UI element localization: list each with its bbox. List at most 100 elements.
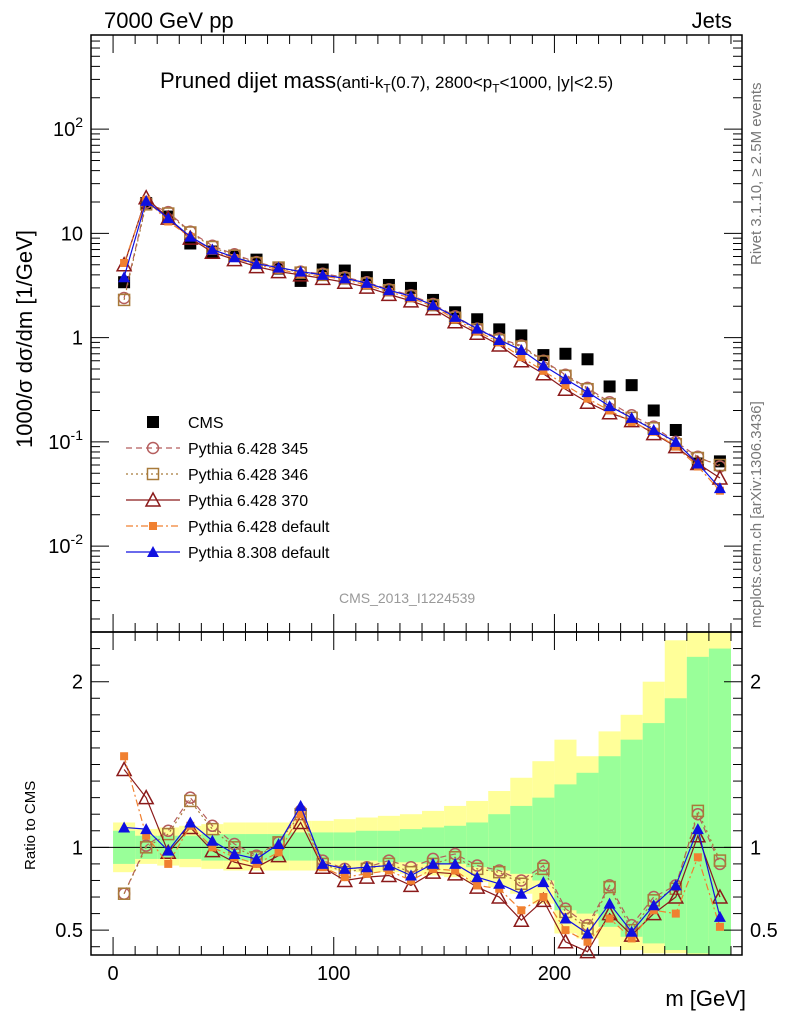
data-point-cms xyxy=(603,380,616,393)
data-point-pythia-8-308-default xyxy=(404,869,417,881)
data-point-pythia-8-308-default xyxy=(559,373,572,385)
legend-label-pythia-8-308-default: Pythia 8.308 default xyxy=(188,545,330,562)
data-point-pythia-8-308-default xyxy=(625,411,638,423)
data-point-pythia-8-308-default xyxy=(625,925,638,937)
legend-label-pythia-6-428-370: Pythia 6.428 370 xyxy=(188,493,308,510)
data-point-pythia-8-308-default xyxy=(713,910,726,922)
data-point-pythia-8-308-default xyxy=(118,271,131,283)
data-point-pythia-8-308-default xyxy=(581,386,594,398)
data-point-pythia-8-308-default xyxy=(184,816,197,828)
tick-labels: 10-2 10-1 1 10 102 0 100 200 0.5 0.5 1 1 2 2 xyxy=(48,114,778,985)
ratio-y-axis-label: Ratio to CMS xyxy=(22,780,39,870)
data-point-pythia-8-308-default xyxy=(382,284,395,296)
data-point-pythia-6-428-346 xyxy=(206,822,219,836)
legend-marker-pythia-6-428-345 xyxy=(146,441,160,455)
series-line-pythia-6-428-345 xyxy=(123,201,721,468)
data-point-pythia-6-428-default xyxy=(627,934,636,943)
data-point-pythia-8-308-default xyxy=(228,251,241,263)
analysis-id: CMS_2013_I1224539 xyxy=(339,590,476,606)
legend-label-pythia-6-428-default: Pythia 6.428 default xyxy=(188,519,330,536)
data-point-pythia-6-428-370 xyxy=(513,911,530,927)
data-point-pythia-8-308-default xyxy=(603,400,616,412)
data-point-pythia-8-308-default xyxy=(184,230,197,242)
data-point-pythia-6-428-default xyxy=(561,926,570,935)
data-point-pythia-6-428-default xyxy=(340,873,349,882)
data-point-pythia-6-428-370 xyxy=(380,866,398,883)
inner-band-bin xyxy=(532,797,555,881)
data-point-pythia-6-428-370 xyxy=(137,789,155,805)
data-point-pythia-8-308-default xyxy=(691,457,704,469)
ratio-uncertainty-bands xyxy=(113,632,731,955)
x-tick-label: 200 xyxy=(538,963,571,985)
main-y-tick-label: 10-1 xyxy=(48,427,83,454)
x-tick-label: 0 xyxy=(108,963,119,985)
x-axis-label: m [GeV] xyxy=(665,986,746,1011)
data-point-pythia-6-428-default xyxy=(671,909,680,918)
ratio-y-tick-label-right: 0.5 xyxy=(750,920,778,942)
side-text-mcplots: mcplots.cern.ch [arXiv:1306.3436] xyxy=(748,401,765,628)
data-point-pythia-6-428-346 xyxy=(493,865,506,879)
data-point-pythia-6-428-default xyxy=(517,353,526,362)
data-point-pythia-6-428-default xyxy=(693,853,702,862)
legend-label-pythia-6-428-345: Pythia 6.428 345 xyxy=(188,441,308,458)
data-point-pythia-8-308-default xyxy=(206,834,219,846)
data-point-pythia-6-428-346 xyxy=(713,854,727,867)
data-point-pythia-6-428-370 xyxy=(667,888,685,904)
inner-band-bin xyxy=(466,822,489,868)
data-point-pythia-6-428-default xyxy=(164,859,173,868)
main-y-axis-label: 1000/σ dσ/dm [1/GeV] xyxy=(12,230,37,448)
data-point-cms xyxy=(581,353,594,366)
data-point-pythia-6-428-default xyxy=(583,937,592,946)
data-point-pythia-8-308-default xyxy=(427,299,440,311)
data-point-pythia-8-308-default xyxy=(206,243,219,255)
data-point-pythia-6-428-346 xyxy=(184,794,197,808)
data-point-pythia-8-308-default xyxy=(449,310,462,322)
inner-band-bin xyxy=(355,830,378,861)
inner-band-bin xyxy=(333,832,356,861)
data-point-pythia-6-428-346 xyxy=(117,887,131,900)
data-point-pythia-8-308-default xyxy=(404,290,417,302)
data-point-pythia-6-428-default xyxy=(208,843,217,852)
data-point-pythia-6-428-346 xyxy=(537,862,550,876)
data-point-pythia-6-428-default xyxy=(451,866,460,875)
ratio-y-tick-label: 1 xyxy=(72,837,83,859)
data-point-pythia-6-428-346 xyxy=(117,293,131,307)
inner-band-bin xyxy=(422,827,445,864)
data-point-pythia-8-308-default xyxy=(647,899,660,911)
series-line-pythia-6-428-default xyxy=(123,198,721,492)
data-point-pythia-8-308-default xyxy=(603,897,616,909)
data-point-cms xyxy=(493,323,506,336)
main-series-layer xyxy=(115,189,729,495)
main-y-tick-label: 10 xyxy=(61,223,83,245)
data-point-pythia-8-308-default xyxy=(559,912,572,924)
data-point-cms xyxy=(559,347,572,360)
category-label: Jets xyxy=(691,8,732,33)
data-point-pythia-6-428-370 xyxy=(579,943,596,959)
main-y-tick-label: 10-2 xyxy=(48,531,83,558)
data-point-pythia-6-428-default xyxy=(583,394,592,403)
data-point-pythia-6-428-default xyxy=(296,810,305,819)
data-point-pythia-8-308-default xyxy=(515,887,528,899)
inner-band-bin xyxy=(377,830,400,863)
data-point-pythia-6-428-346 xyxy=(139,841,153,854)
data-point-pythia-8-308-default xyxy=(140,823,153,835)
data-point-pythia-8-308-default xyxy=(272,261,285,273)
title-detail: (anti-kT(0.7), 2800<pT<1000, |y|<2.5) xyxy=(336,73,614,96)
series-line-pythia-6-428-345 xyxy=(123,796,721,927)
data-point-pythia-8-308-default xyxy=(272,838,285,850)
data-point-pythia-8-308-default xyxy=(691,823,704,835)
ratio-frame xyxy=(90,631,743,956)
data-point-pythia-8-308-default xyxy=(250,257,263,269)
data-point-pythia-6-428-370 xyxy=(226,853,243,869)
data-point-pythia-6-428-default xyxy=(517,906,526,915)
chart-axes xyxy=(90,34,743,956)
data-point-pythia-6-428-default xyxy=(473,881,482,890)
data-point-pythia-8-308-default xyxy=(647,423,660,435)
data-point-pythia-8-308-default xyxy=(316,857,329,869)
data-point-pythia-6-428-370 xyxy=(557,933,574,949)
title-main: Pruned dijet mass xyxy=(160,68,337,93)
data-point-cms xyxy=(118,276,131,289)
inner-band-bin xyxy=(708,648,731,955)
main-y-tick-label: 102 xyxy=(53,114,83,141)
